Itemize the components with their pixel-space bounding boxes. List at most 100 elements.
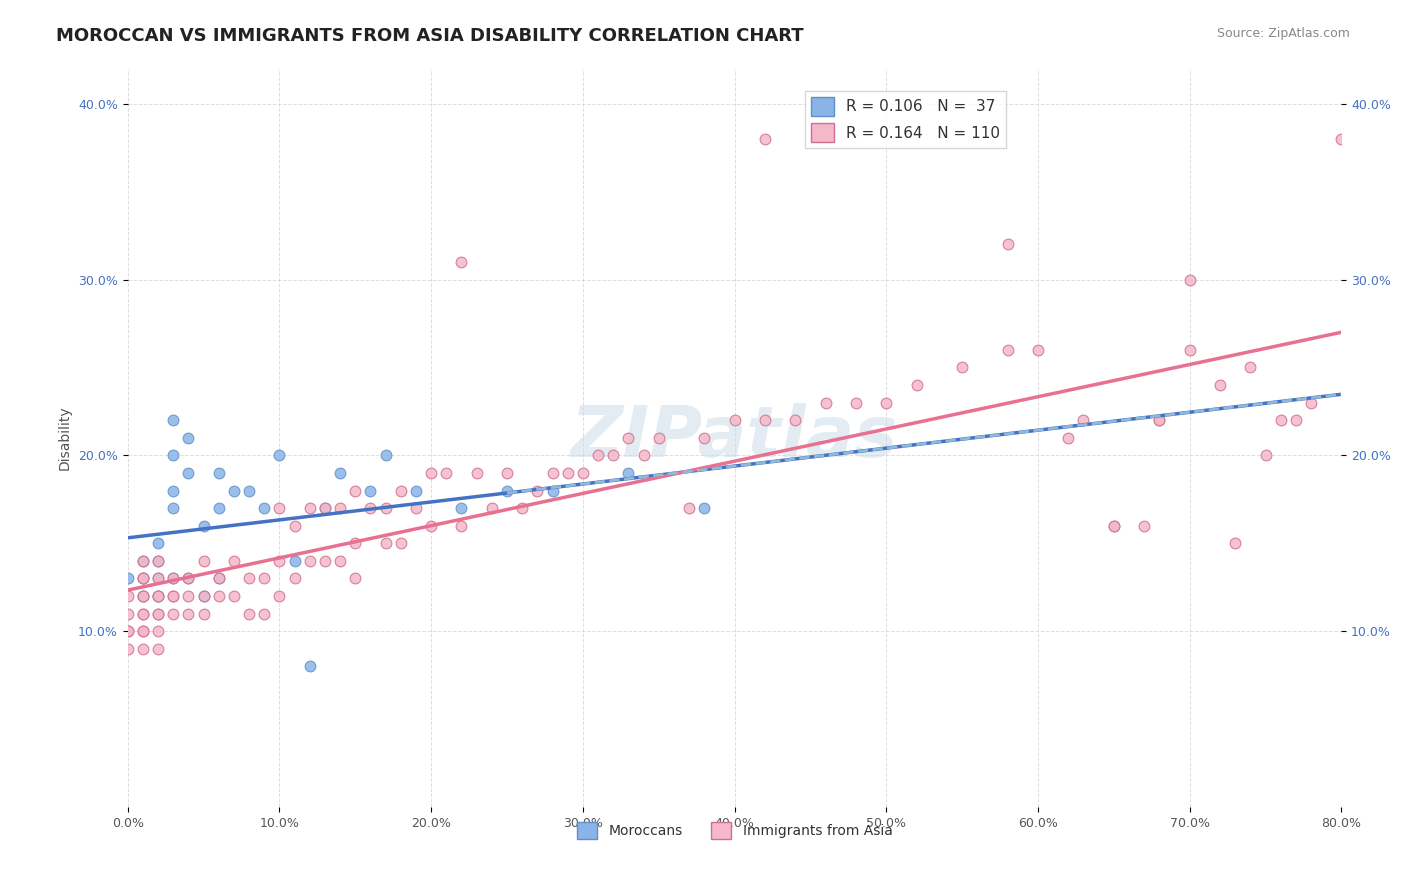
Point <box>269 449 291 463</box>
Point <box>420 518 443 533</box>
Point <box>450 255 472 269</box>
Point <box>193 589 215 603</box>
Point <box>329 554 352 568</box>
Point <box>1073 413 1095 427</box>
Point <box>132 624 155 639</box>
Point <box>1026 343 1049 357</box>
Point <box>997 237 1019 252</box>
Point <box>193 518 215 533</box>
Text: MOROCCAN VS IMMIGRANTS FROM ASIA DISABILITY CORRELATION CHART: MOROCCAN VS IMMIGRANTS FROM ASIA DISABIL… <box>56 27 804 45</box>
Point <box>541 483 564 498</box>
Point <box>284 554 307 568</box>
Point <box>405 501 427 516</box>
Point <box>284 518 307 533</box>
Point <box>208 501 231 516</box>
Point <box>117 589 139 603</box>
Point <box>193 554 215 568</box>
Point <box>146 554 169 568</box>
Point <box>132 607 155 621</box>
Point <box>678 501 700 516</box>
Point <box>284 571 307 585</box>
Point <box>329 466 352 480</box>
Point <box>298 659 321 673</box>
Point <box>132 589 155 603</box>
Point <box>1102 518 1125 533</box>
Point <box>117 641 139 656</box>
Point <box>617 466 640 480</box>
Point <box>208 589 231 603</box>
Point <box>208 466 231 480</box>
Point <box>465 466 488 480</box>
Point <box>269 589 291 603</box>
Point <box>314 501 336 516</box>
Point <box>146 607 169 621</box>
Point <box>269 554 291 568</box>
Point <box>238 571 260 585</box>
Point <box>1178 343 1201 357</box>
Point <box>602 449 624 463</box>
Point <box>117 624 139 639</box>
Point <box>208 571 231 585</box>
Point <box>875 395 897 409</box>
Point <box>1133 518 1156 533</box>
Point <box>238 607 260 621</box>
Point <box>117 607 139 621</box>
Point <box>117 624 139 639</box>
Point <box>162 589 184 603</box>
Point <box>146 589 169 603</box>
Point <box>344 483 367 498</box>
Point <box>222 554 245 568</box>
Point <box>950 360 973 375</box>
Point <box>997 343 1019 357</box>
Point <box>222 483 245 498</box>
Point <box>146 571 169 585</box>
Point <box>450 518 472 533</box>
Point <box>222 589 245 603</box>
Point <box>314 501 336 516</box>
Point <box>132 571 155 585</box>
Point <box>162 571 184 585</box>
Point <box>845 395 868 409</box>
Point <box>146 536 169 550</box>
Point <box>481 501 503 516</box>
Text: ZIPatlas: ZIPatlas <box>571 403 898 472</box>
Point <box>177 466 200 480</box>
Point <box>162 571 184 585</box>
Point <box>329 501 352 516</box>
Point <box>557 466 579 480</box>
Point <box>723 413 745 427</box>
Point <box>314 554 336 568</box>
Point <box>1102 518 1125 533</box>
Point <box>572 466 595 480</box>
Point <box>253 501 276 516</box>
Point <box>1254 449 1277 463</box>
Point <box>162 483 184 498</box>
Point <box>359 501 381 516</box>
Point <box>162 449 184 463</box>
Point <box>146 607 169 621</box>
Point <box>374 536 396 550</box>
Point <box>298 501 321 516</box>
Point <box>177 571 200 585</box>
Point <box>146 624 169 639</box>
Point <box>238 483 260 498</box>
Point <box>1330 132 1353 146</box>
Point <box>693 501 716 516</box>
Point <box>405 483 427 498</box>
Point <box>389 483 412 498</box>
Point <box>754 413 776 427</box>
Point <box>510 501 533 516</box>
Point <box>193 589 215 603</box>
Point <box>389 536 412 550</box>
Point <box>1057 431 1080 445</box>
Point <box>132 607 155 621</box>
Point <box>298 554 321 568</box>
Point <box>496 483 519 498</box>
Point <box>526 483 548 498</box>
Text: Source: ZipAtlas.com: Source: ZipAtlas.com <box>1216 27 1350 40</box>
Point <box>162 413 184 427</box>
Point <box>1239 360 1261 375</box>
Point <box>754 132 776 146</box>
Point <box>1178 272 1201 286</box>
Point <box>1225 536 1247 550</box>
